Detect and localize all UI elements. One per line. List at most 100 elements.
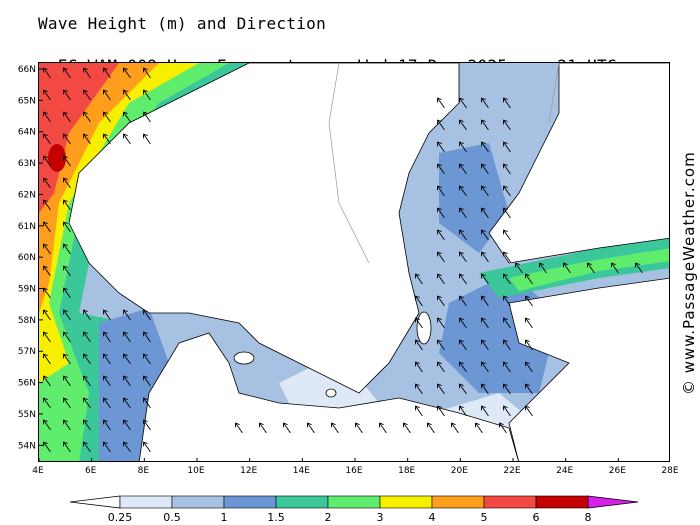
wave-arrow <box>143 353 151 365</box>
wave-arrow <box>415 339 423 351</box>
wave-arrow <box>503 383 511 395</box>
lon-label: 16E <box>345 466 362 476</box>
wave-arrow <box>123 89 131 101</box>
sea-zone-peak <box>48 144 66 172</box>
wave-arrow <box>103 441 111 453</box>
wave-arrow <box>437 273 445 285</box>
wave-arrow <box>459 207 467 219</box>
lon-label: 18E <box>398 466 415 476</box>
wave-arrow <box>503 405 511 417</box>
wave-arrow <box>63 155 71 167</box>
wave-arrow <box>123 441 131 453</box>
wave-arrow <box>283 422 291 434</box>
boundary-norway-sweden <box>328 63 370 264</box>
wave-arrow <box>43 221 51 233</box>
colorbar-tick-label: 5 <box>481 511 488 524</box>
wave-arrow <box>459 119 467 131</box>
wave-arrow <box>143 441 151 453</box>
wave-arrow <box>481 339 489 351</box>
wave-arrow <box>83 353 91 365</box>
wave-arrow <box>103 397 111 409</box>
wave-arrow <box>83 375 91 387</box>
wave-arrow <box>43 441 51 453</box>
wave-arrow <box>459 97 467 109</box>
wave-arrow <box>103 375 111 387</box>
wave-arrow <box>525 339 533 351</box>
wave-arrow <box>503 339 511 351</box>
wave-arrow <box>437 141 445 153</box>
wave-arrow <box>63 331 71 343</box>
lat-label: 63N <box>18 159 36 169</box>
wave-arrow <box>503 273 511 285</box>
colorbar-tick-label: 2 <box>325 511 332 524</box>
lat-label: 64N <box>18 128 36 138</box>
colorbar-swatch <box>379 495 433 509</box>
wave-arrow <box>459 229 467 241</box>
wave-map <box>38 62 670 462</box>
wave-arrow <box>437 185 445 197</box>
wave-arrow <box>43 331 51 343</box>
wave-arrow <box>331 422 339 434</box>
wave-arrow <box>437 119 445 131</box>
wave-arrow <box>83 133 91 145</box>
wave-arrow <box>63 177 71 189</box>
colorbar-swatch <box>275 495 329 509</box>
wave-arrow <box>503 207 511 219</box>
wave-arrow <box>63 265 71 277</box>
wave-arrow <box>307 422 315 434</box>
lat-label: 57N <box>18 347 36 357</box>
wave-arrow <box>63 353 71 365</box>
colorbar-swatch <box>171 495 225 509</box>
wave-arrow <box>43 397 51 409</box>
wave-arrow <box>525 361 533 373</box>
colorbar-tick-label: 1.5 <box>267 511 285 524</box>
wave-arrow <box>587 262 595 274</box>
colorbar-tick-label: 8 <box>585 511 592 524</box>
wave-arrow <box>481 295 489 307</box>
wave-arrow <box>459 317 467 329</box>
colorbar <box>69 495 639 509</box>
wave-arrow <box>43 177 51 189</box>
lon-label: 8E <box>138 466 150 476</box>
wave-arrow <box>63 419 71 431</box>
wave-arrow <box>481 251 489 263</box>
wave-arrow <box>259 422 267 434</box>
wave-arrow <box>43 265 51 277</box>
lon-label: 24E <box>556 466 573 476</box>
wave-arrow <box>355 422 363 434</box>
wave-arrow <box>123 67 131 79</box>
island-gotland <box>416 311 432 345</box>
wave-arrow <box>43 243 51 255</box>
land-baltics <box>508 277 669 461</box>
wave-arrow <box>459 141 467 153</box>
wave-arrow <box>63 375 71 387</box>
wave-arrow <box>481 273 489 285</box>
wave-arrow <box>503 163 511 175</box>
wave-arrow <box>459 273 467 285</box>
wave-arrow <box>481 405 489 417</box>
wave-arrow <box>43 111 51 123</box>
wave-arrow <box>525 273 533 285</box>
wave-arrow <box>83 331 91 343</box>
colorbar-min-triangle <box>69 495 121 509</box>
lon-axis: 4E 6E 8E 10E 12E 14E 16E 18E 20E 22E 24E 26E 28E <box>32 466 679 476</box>
lon-label: 14E <box>293 466 310 476</box>
wave-arrow <box>503 97 511 109</box>
wave-arrow <box>481 207 489 219</box>
lon-label: 6E <box>85 466 97 476</box>
wave-arrow <box>83 89 91 101</box>
lon-labels: 4E 6E 8E 10E 12E 14E 16E 18E 20E 22E 24E 26E 28E <box>32 466 679 476</box>
wave-arrow <box>63 67 71 79</box>
colorbar-swatch <box>223 495 277 509</box>
chart-title: Wave Height (m) and Direction <box>38 14 327 33</box>
wave-arrow <box>481 229 489 241</box>
colorbar-tick-label: 0.5 <box>163 511 181 524</box>
wave-arrow <box>63 309 71 321</box>
wave-arrow <box>63 441 71 453</box>
wave-arrow <box>415 361 423 373</box>
wave-arrow <box>83 419 91 431</box>
lat-label: 66N <box>18 65 36 75</box>
lat-label: 62N <box>18 190 36 200</box>
wave-arrow <box>459 383 467 395</box>
lon-label: 12E <box>240 466 257 476</box>
